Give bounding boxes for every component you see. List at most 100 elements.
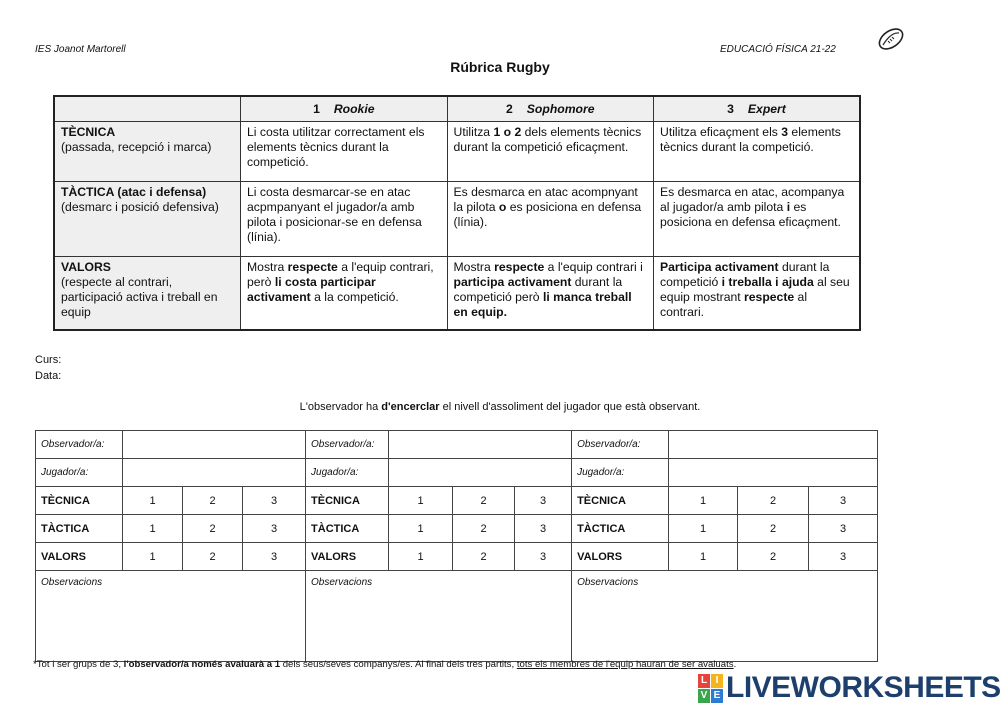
observer-label: Observador/a: [305, 430, 390, 459]
observer-label: Observador/a: [35, 430, 123, 459]
criterion-description: (respecte al contrari, participació acti… [61, 275, 218, 319]
bold-text: d'encerclar [381, 401, 440, 413]
text-segment: al seu equip mostrant [660, 275, 850, 304]
observer-name-field[interactable] [388, 430, 573, 459]
score-option[interactable]: 2 [452, 542, 516, 571]
instruction-text: L'observador ha d'encerclar el nivell d'… [0, 401, 1000, 413]
score-option[interactable]: 2 [737, 542, 810, 571]
text-segment: Utilitza [453, 125, 494, 139]
level-number: 3 [727, 101, 734, 116]
score-option[interactable]: 3 [241, 542, 307, 571]
school-name: IES Joanot Martorell [35, 44, 126, 55]
score-option[interactable]: 3 [514, 486, 573, 515]
score-option[interactable]: 1 [122, 514, 183, 543]
player-name-field[interactable] [121, 458, 307, 487]
bold-text: i [786, 200, 791, 214]
score-option[interactable]: 1 [388, 514, 454, 543]
criterion-name: VALORS [61, 260, 111, 274]
score-row: VALORS 1 2 3 VALORS 1 2 3 VALORS 1 2 3 [35, 542, 879, 571]
bold-text: Participa activament [660, 260, 779, 274]
course-label: Curs: [35, 354, 62, 366]
text-segment: Utilitza eficaçment els [660, 125, 782, 139]
text-segment: tots els membres de l'equip hauran de se… [516, 659, 734, 670]
text-segment: es posiciona en defensa eficaçment. [660, 200, 841, 229]
bold-text: li costa participar activament [247, 275, 376, 304]
player-label: Jugador/a: [305, 458, 390, 487]
rubric-row: TÀCTICA (atac i defensa) (desmarc i posic… [53, 181, 861, 257]
descriptor-cell: Li costa utilitzar correctament els elem… [240, 121, 448, 182]
player-name-field[interactable] [388, 458, 573, 487]
observations-field[interactable]: Observacions [571, 570, 879, 662]
score-option[interactable]: 3 [241, 514, 307, 543]
criterion-label: VALORS [571, 542, 670, 571]
criterion-label: TÈCNICA [571, 486, 670, 515]
rubric-table: 1 Rookie 2 Sophomore 3 Expert TÈCNICA (passa… [53, 95, 861, 331]
criterion-label: TÀCTICA [305, 514, 390, 543]
score-option[interactable]: 2 [182, 542, 243, 571]
score-option[interactable]: 2 [737, 486, 810, 515]
descriptor-cell: Mostra respecte a l'equip contrari i par… [446, 256, 655, 330]
text-segment: el nivell d'assoliment del jugador que e… [439, 401, 701, 413]
level-header: 2 Sophomore [446, 95, 655, 122]
criterion-cell: VALORS (respecte al contrari, participaci… [53, 256, 242, 330]
score-option[interactable]: 1 [668, 514, 739, 543]
subject-label: EDUCACIÓ FÍSICA 21-22 [720, 44, 836, 55]
score-option[interactable]: 2 [452, 514, 516, 543]
rubric-corner-cell [53, 95, 242, 122]
score-option[interactable]: 3 [808, 486, 879, 515]
score-option[interactable]: 2 [452, 486, 516, 515]
criterion-name: TÈCNICA [61, 125, 116, 139]
score-option[interactable]: 1 [122, 486, 183, 515]
observer-name-field[interactable] [668, 430, 879, 459]
descriptor-cell: Utilitza 1 o 2 dels elements tècnics dur… [446, 121, 655, 182]
bold-text: i treballa i ajuda [721, 275, 814, 289]
descriptor-cell: Utilitza eficaçment els 3 elements tècni… [653, 121, 861, 182]
observer-name-field[interactable] [121, 430, 307, 459]
bold-text: respecte [287, 260, 338, 274]
score-option[interactable]: 1 [388, 486, 454, 515]
score-option[interactable]: 1 [668, 486, 739, 515]
descriptor-cell: Li costa desmarcar-se en atac acpmpanyan… [240, 181, 448, 257]
score-option[interactable]: 2 [737, 514, 810, 543]
score-option[interactable]: 3 [241, 486, 307, 515]
bold-text: o [498, 200, 507, 214]
text-segment: a la competició. [310, 290, 399, 304]
score-option[interactable]: 3 [514, 542, 573, 571]
score-option[interactable]: 3 [808, 514, 879, 543]
observations-field[interactable]: Observacions [34, 570, 307, 662]
score-option[interactable]: 3 [808, 542, 879, 571]
footnote: *Tot i ser grups de 3, l'observador/a no… [33, 659, 736, 670]
criterion-label: TÈCNICA [35, 486, 123, 515]
player-label: Jugador/a: [571, 458, 670, 487]
level-name: Rookie [333, 101, 375, 116]
logo-letter: L [698, 673, 710, 688]
text-segment: Es desmarca en atac, acompanya al jugado… [660, 185, 845, 214]
rubric-row: TÈCNICA (passada, recepció i marca) Li cos… [53, 121, 861, 182]
observer-row: Observador/a: Observador/a: Observador/a: [35, 430, 879, 459]
text-segment: durant la competició però [453, 275, 623, 304]
score-option[interactable]: 2 [182, 486, 243, 515]
observations-field[interactable]: Observacions [305, 570, 573, 662]
text-segment: a l'equip contrari, però [247, 260, 434, 289]
score-option[interactable]: 1 [668, 542, 739, 571]
criterion-cell: TÈCNICA (passada, recepció i marca) [53, 121, 242, 182]
rugby-ball-icon [878, 28, 904, 50]
score-option[interactable]: 1 [122, 542, 183, 571]
evaluation-table: Observador/a: Observador/a: Observador/a: J… [34, 430, 879, 662]
descriptor-cell: Participa activament durant la competici… [653, 256, 861, 330]
player-name-field[interactable] [668, 458, 879, 487]
text-segment: es posiciona en defensa (línia). [453, 200, 642, 229]
bold-text: 3 [781, 125, 789, 139]
level-name: Sophomore [526, 101, 595, 116]
level-header: 1 Rookie [240, 95, 448, 122]
level-number: 1 [313, 101, 320, 116]
score-option[interactable]: 3 [514, 514, 573, 543]
text-segment: Es desmarca en atac acompnyant la pilota [453, 185, 638, 214]
score-option[interactable]: 2 [182, 514, 243, 543]
criterion-label: TÀCTICA [571, 514, 670, 543]
score-row: TÈCNICA 1 2 3 TÈCNICA 1 2 3 TÈCNICA 1 2 3 [35, 486, 879, 515]
score-option[interactable]: 1 [388, 542, 454, 571]
criterion-label: VALORS [305, 542, 390, 571]
